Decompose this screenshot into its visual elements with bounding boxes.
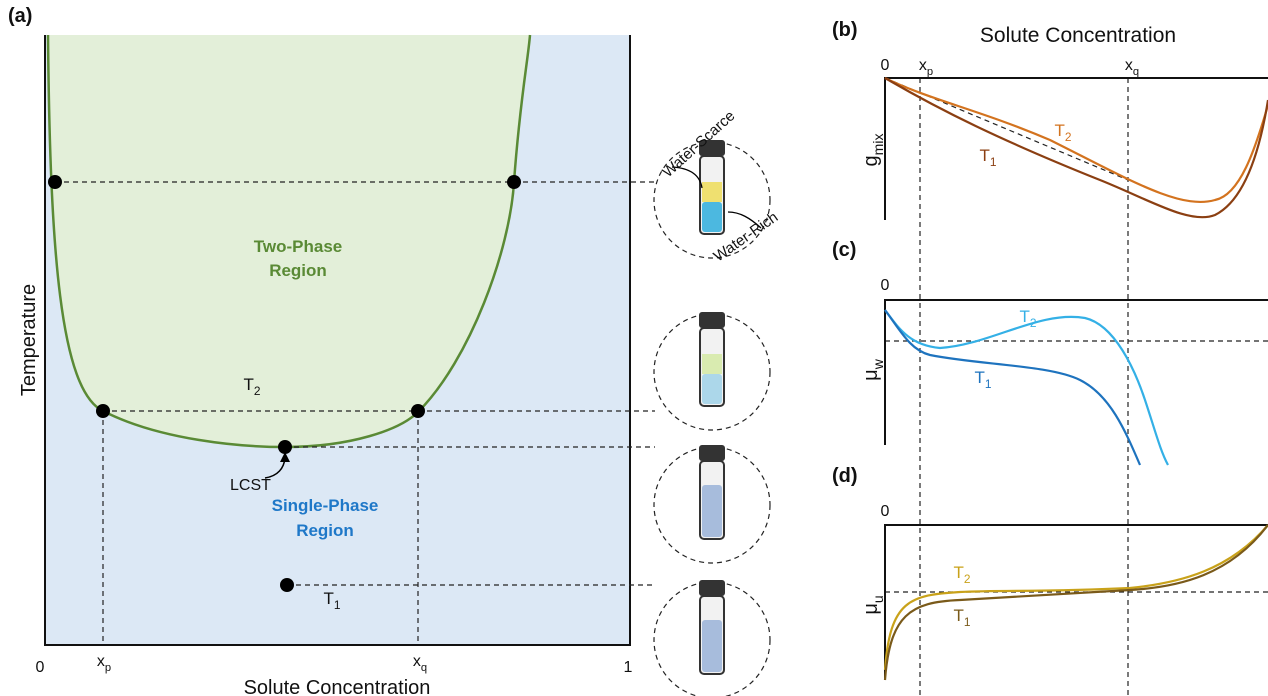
symbol-subscript: p (927, 66, 933, 78)
panel-label: (b) (832, 19, 858, 41)
x-axis-label: Solute Concentration (980, 24, 1176, 47)
symbol-subscript: 1 (985, 377, 992, 391)
tick-label: 1 (624, 659, 633, 676)
panel-label: (c) (832, 239, 856, 261)
symbol-base: x (919, 57, 927, 74)
symbol-subscript: 1 (964, 615, 971, 629)
panel-label: (d) (832, 465, 858, 487)
symbol-t-2: T2 (953, 563, 970, 586)
symbol-t-1: T1 (974, 368, 991, 391)
symbol-subscript: q (421, 662, 427, 674)
symbol-base: g (860, 155, 882, 166)
symbol-t-2: T2 (243, 375, 260, 398)
guide-lines-a (55, 181, 655, 645)
symbol-base: T (243, 375, 253, 394)
region-label: Region (269, 261, 327, 280)
symbol-base: μ (860, 369, 882, 381)
symbol-x-q: xq (1125, 57, 1139, 78)
symbol-base: T (953, 606, 963, 625)
tick-label: 0 (881, 503, 890, 520)
symbol-x-p: xp (97, 653, 111, 674)
symbol-t-2: T2 (1054, 121, 1071, 144)
lcst-arrowhead (280, 452, 290, 462)
curve-b-t1 (884, 77, 1268, 219)
tick-label: 0 (881, 277, 890, 294)
symbol-base: x (1125, 57, 1133, 74)
symbol-subscript: mix (870, 134, 886, 156)
y-axis-label: Temperature (18, 284, 40, 396)
curve-b-t2 (884, 77, 1268, 204)
symbol-base: x (413, 653, 421, 670)
tick-label: 0 (881, 57, 890, 74)
axes-a (44, 35, 631, 646)
symbol-base: T (1054, 121, 1064, 140)
symbol-base: T (974, 368, 984, 387)
curve-c-t2 (884, 309, 1169, 466)
symbol-subscript: 2 (1065, 130, 1072, 144)
curve-d-t1 (883, 524, 1268, 681)
symbol-subscript: 2 (964, 572, 971, 586)
symbol-subscript: 1 (990, 155, 997, 169)
symbol-base: μ (860, 603, 882, 615)
x-axis-label: Solute Concentration (244, 677, 431, 696)
region-label: Single-Phase (272, 496, 379, 515)
symbol-subscript: 2 (254, 384, 261, 398)
panel-label: (a) (8, 5, 32, 27)
symbol-mu-w: μw (860, 358, 886, 381)
vial-label: Water-Scarce (659, 107, 738, 181)
symbol-mu-u: μu (860, 595, 886, 614)
region-label: Region (296, 521, 354, 540)
guide-lines-bcd (884, 77, 1268, 696)
symbol-t-1: T1 (979, 146, 996, 169)
symbol-subscript: u (870, 595, 886, 603)
symbol-g-mix: gmix (860, 134, 886, 167)
curve-c-t1 (884, 309, 1142, 466)
curve-d-t2 (883, 524, 1268, 671)
symbol-base: x (97, 653, 105, 670)
symbol-subscript: 2 (1030, 316, 1037, 330)
axes-d (884, 524, 1268, 680)
state-points (48, 175, 521, 592)
symbol-t-1: T1 (323, 589, 340, 612)
two-phase-area (48, 35, 530, 447)
symbol-x-q: xq (413, 653, 427, 674)
symbol-t-1: T1 (953, 606, 970, 629)
lcst-label: LCST (230, 477, 271, 494)
axes-c (884, 299, 1268, 445)
axes-b (884, 77, 1268, 220)
symbol-base: T (979, 146, 989, 165)
symbol-base: T (1019, 307, 1029, 326)
symbol-base: T (323, 589, 333, 608)
symbol-subscript: q (1133, 66, 1139, 78)
tick-label: 0 (36, 659, 45, 676)
symbol-x-p: xp (919, 57, 933, 78)
symbol-base: T (953, 563, 963, 582)
vials (653, 140, 771, 696)
symbol-subscript: w (870, 358, 886, 370)
symbol-subscript: p (105, 662, 111, 674)
region-label: Two-Phase (254, 237, 342, 256)
symbol-t-2: T2 (1019, 307, 1036, 330)
symbol-subscript: 1 (334, 598, 341, 612)
